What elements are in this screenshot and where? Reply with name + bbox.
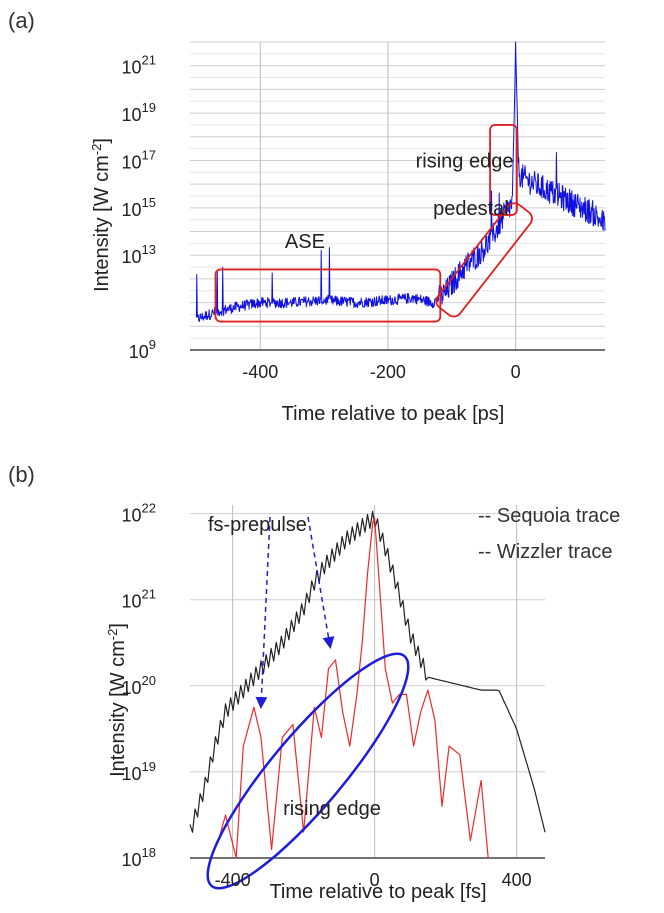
y-tick-label: 1021 bbox=[122, 53, 157, 78]
panel-b-series bbox=[189, 510, 546, 859]
panel-b-y-axis-label: Intensity [W cm-2] bbox=[105, 623, 129, 777]
rising-edge-ellipse bbox=[206, 652, 410, 890]
legend-wizzler: -- Wizzler trace bbox=[478, 541, 612, 563]
x-tick-label: -400 bbox=[242, 362, 278, 382]
panel-b-extras bbox=[206, 516, 410, 890]
panel-b-x-ticks: -400 0 400 bbox=[215, 870, 532, 890]
y-tick-label: 1021 bbox=[122, 587, 157, 612]
x-tick-label: 0 bbox=[511, 362, 521, 382]
x-tick-label: -400 bbox=[215, 870, 251, 890]
panel-a-grid bbox=[190, 41, 605, 351]
series-line bbox=[195, 41, 606, 322]
y-tick-label: 1018 bbox=[122, 845, 157, 870]
panel-b-label: (b) bbox=[8, 462, 35, 487]
pedestal-region-box bbox=[435, 202, 533, 318]
panel-b-annotations: fs-prepulse rising edge bbox=[208, 514, 381, 820]
panel-b-x-axis-label: Time relative to peak [fs] bbox=[269, 881, 486, 903]
annotation-label: rising edge bbox=[283, 798, 381, 820]
panel-a-y-ticks: 109 1013 1015 1017 1019 1021 bbox=[122, 53, 157, 362]
region-box bbox=[214, 268, 442, 323]
panel-a: (a) ASE pedestal rising edge -400 -200 0 109… bbox=[8, 8, 606, 425]
region-box bbox=[489, 124, 518, 216]
annotation-label: fs-prepulse bbox=[208, 514, 307, 536]
y-tick-label: 1013 bbox=[122, 242, 157, 267]
panel-a-regions bbox=[214, 124, 533, 323]
y-tick-label: 1017 bbox=[122, 147, 157, 172]
x-tick-label: -200 bbox=[370, 362, 406, 382]
x-tick-label: 0 bbox=[370, 870, 380, 890]
y-tick-label: 109 bbox=[129, 337, 156, 362]
y-tick-label: 1015 bbox=[122, 195, 157, 220]
prepulse-arrow bbox=[255, 516, 271, 709]
annotation-label: rising edge bbox=[416, 151, 514, 173]
annotation-label: pedestal bbox=[433, 198, 509, 220]
panel-a-y-axis-label: Intensity [W cm-2] bbox=[89, 138, 113, 292]
panel-a-x-axis-label: Time relative to peak [ps] bbox=[282, 403, 505, 425]
annotation-label: ASE bbox=[285, 231, 325, 253]
panel-b: (b) fs-prepulse rising edge -400 0 400 1018… bbox=[8, 462, 620, 903]
panel-b-y-ticks: 1018 1019 1020 1021 1022 bbox=[122, 501, 157, 870]
panel-a-series bbox=[195, 41, 606, 322]
series-line bbox=[189, 510, 546, 833]
panel-a-label: (a) bbox=[8, 8, 35, 33]
prepulse-arrow bbox=[307, 516, 335, 649]
y-tick-label: 1020 bbox=[122, 673, 157, 698]
panel-a-x-ticks: -400 -200 0 bbox=[242, 362, 520, 382]
y-tick-label: 1019 bbox=[122, 759, 157, 784]
legend-sequoia: -- Sequoia trace bbox=[478, 505, 620, 527]
y-tick-label: 1019 bbox=[122, 100, 157, 125]
y-tick-label: 1022 bbox=[122, 501, 157, 526]
series-line bbox=[217, 517, 489, 859]
panel-a-annotations: ASE pedestal rising edge bbox=[285, 151, 514, 254]
x-tick-label: 400 bbox=[502, 870, 532, 890]
